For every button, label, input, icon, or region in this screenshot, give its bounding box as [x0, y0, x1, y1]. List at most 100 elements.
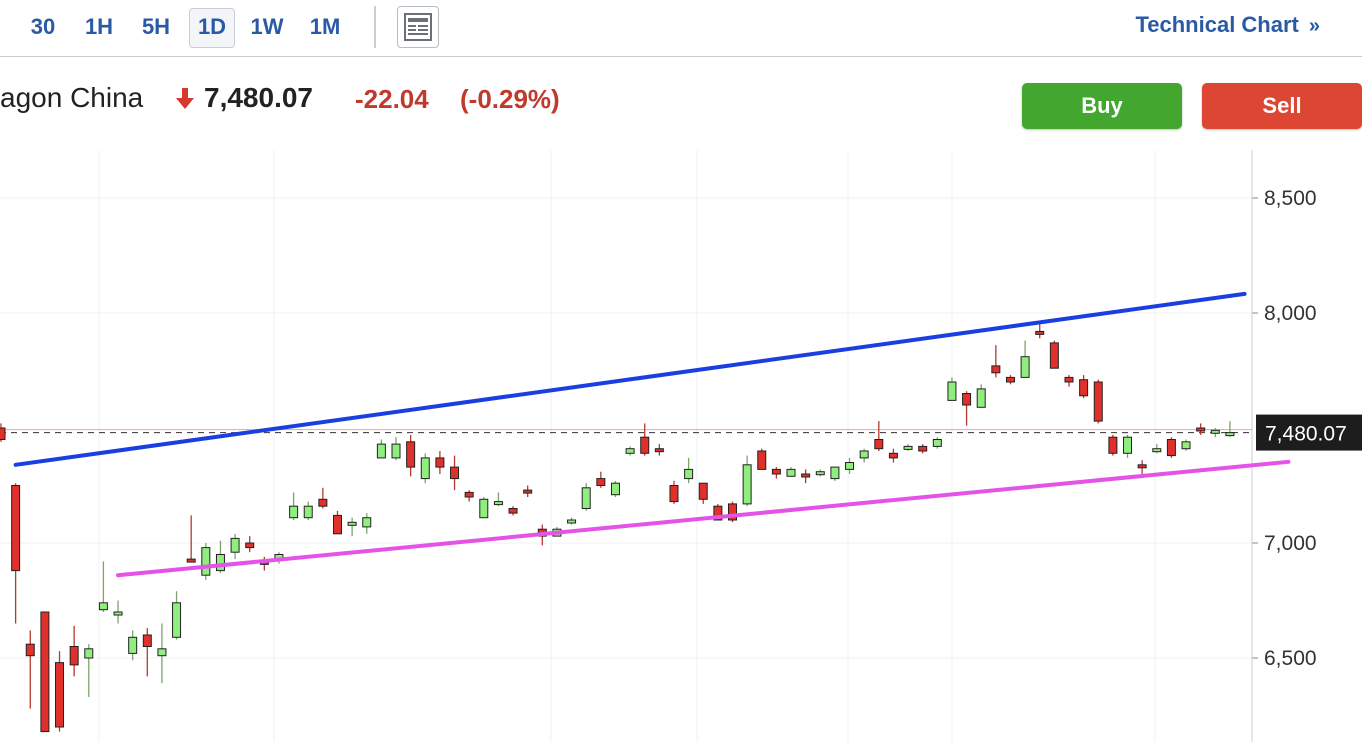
candle-body: [801, 473, 811, 478]
candle-body: [55, 662, 65, 728]
instrument-name: agon China: [0, 82, 144, 113]
candle-body: [947, 381, 957, 401]
toolbar-divider: [374, 6, 376, 48]
candle-body: [698, 482, 708, 500]
candle-body: [669, 485, 679, 503]
timeframe-5h[interactable]: 5H: [141, 14, 171, 39]
timeframe-1m[interactable]: 1M: [309, 14, 341, 39]
candle-body: [1020, 356, 1030, 378]
candle-body: [830, 466, 840, 480]
candle-body: [581, 487, 591, 509]
candle-body: [1196, 427, 1206, 432]
candle-body: [1166, 439, 1176, 457]
candle-body: [69, 646, 79, 666]
buy-button[interactable]: Buy: [1022, 83, 1182, 129]
candle-body: [186, 558, 196, 563]
news-layout-button[interactable]: [397, 6, 439, 48]
candle-body: [918, 445, 928, 452]
last-price: 7,480.07: [204, 82, 313, 113]
candle-body: [508, 508, 518, 514]
candle-body: [362, 517, 372, 528]
candle-body: [874, 439, 884, 450]
upper-trendline[interactable]: [13, 291, 1247, 467]
candle-body: [1093, 381, 1103, 422]
timeframe-30[interactable]: 30: [30, 14, 56, 39]
candle-body: [786, 468, 796, 477]
candle-body: [1049, 342, 1059, 369]
candle-body: [888, 452, 898, 459]
candle-body: [523, 489, 533, 494]
candle-body: [1108, 436, 1118, 454]
candle-body: [201, 547, 211, 576]
candle-body: [859, 450, 869, 459]
candle-body: [376, 443, 386, 459]
timeframe-1w[interactable]: 1W: [250, 14, 284, 39]
candle-body: [684, 468, 694, 480]
arrow-down-icon: [176, 88, 194, 109]
candle-body: [757, 450, 767, 470]
price-change-percent: (-0.29%): [460, 84, 560, 114]
candle-body: [391, 443, 401, 459]
technical-chart-label: Technical Chart: [1135, 12, 1299, 37]
candle-body: [479, 498, 489, 519]
candle-body: [610, 482, 620, 496]
candle-body: [713, 505, 723, 521]
candle-body: [742, 464, 752, 505]
current-price-label: 7,480.07: [1265, 423, 1347, 446]
candle-body: [215, 554, 225, 572]
candle-body: [654, 448, 664, 453]
candle-body: [596, 478, 606, 487]
candle-body: [1064, 376, 1074, 383]
candle-body: [903, 445, 913, 450]
current-price-box: [1256, 414, 1362, 451]
candle-body: [172, 602, 182, 638]
chevron-right-icon: »: [1308, 15, 1320, 37]
timeframe-1d[interactable]: 1D: [189, 8, 235, 48]
candle-body: [128, 636, 138, 654]
y-tick-label: 7,000: [1264, 532, 1317, 555]
candle-body: [1181, 441, 1191, 450]
candle-body: [845, 462, 855, 470]
candle-body: [815, 471, 825, 476]
timeframe-1h[interactable]: 1H: [84, 14, 114, 39]
candle-body: [11, 485, 21, 572]
candle-body: [493, 501, 503, 506]
candle-body: [1005, 376, 1015, 383]
candle-body: [1035, 330, 1045, 335]
candle-body: [1225, 432, 1235, 437]
candle-body: [625, 448, 635, 454]
candle-body: [1152, 448, 1162, 453]
document-icon: [404, 13, 432, 41]
candle-body: [976, 388, 986, 408]
candle-body: [991, 365, 1001, 374]
candle-body: [464, 491, 474, 498]
lower-trendline[interactable]: [116, 459, 1291, 578]
price-change: -22.04: [355, 84, 429, 114]
candle-body: [113, 611, 123, 616]
timeframe-toolbar: 30 1H 5H 1D 1W 1M Technical Chart »: [0, 0, 1362, 57]
sell-button[interactable]: Sell: [1202, 83, 1362, 129]
candle-body: [962, 393, 972, 406]
candle-body: [332, 514, 342, 535]
candle-body: [142, 634, 152, 647]
y-tick-label: 6,500: [1264, 647, 1317, 670]
candle-body: [25, 643, 35, 657]
candle-body: [1123, 436, 1133, 454]
candle-body: [567, 519, 577, 524]
candle-body: [303, 505, 313, 519]
candle-body: [347, 521, 357, 526]
candle-body: [406, 441, 416, 468]
candle-body: [245, 542, 255, 549]
candle-body: [420, 457, 430, 480]
y-tick-label: 8,000: [1264, 302, 1317, 325]
candle-body: [1137, 464, 1147, 469]
candle-body: [1210, 429, 1220, 434]
candle-body: [318, 498, 328, 507]
candle-body: [40, 611, 50, 733]
candle-body: [230, 537, 240, 553]
technical-chart-link[interactable]: Technical Chart »: [1135, 12, 1320, 38]
candle-body: [1079, 379, 1089, 397]
candle-body: [157, 648, 167, 657]
candle-body: [98, 602, 108, 611]
